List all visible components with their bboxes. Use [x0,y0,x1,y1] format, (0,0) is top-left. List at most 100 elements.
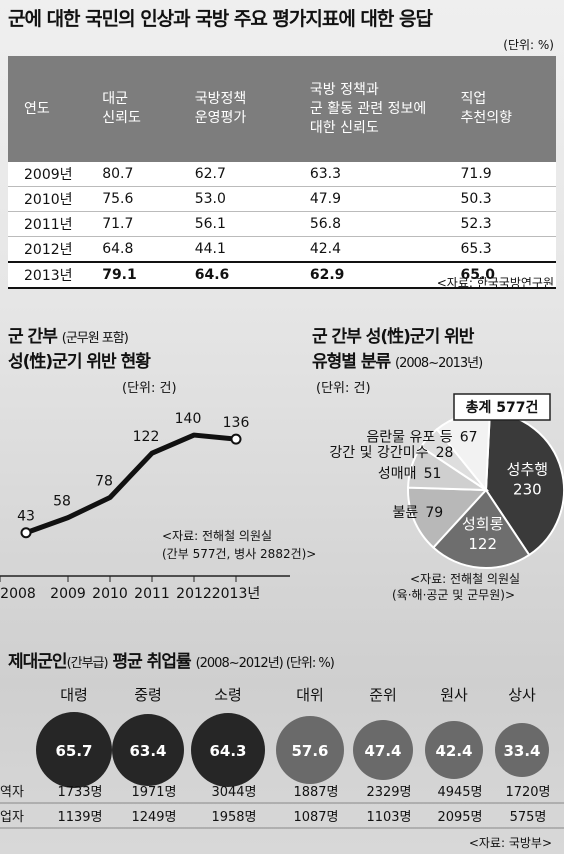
pie-total-label: 총계 577건 [466,399,539,416]
table-cell: 79.1 [92,261,185,289]
pie-title-1: 군 간부 성(性)군기 위반 [312,327,474,347]
row2-value: 1139명 [57,810,102,825]
table-row: 2010년 75.6 53.0 47.9 50.3 [8,186,556,212]
line-value-label: 136 [223,415,250,431]
line-point [230,433,242,445]
pie-slice-value: 51 [424,466,442,482]
pie-title-2: 유형별 분류 (2008~2013년) [312,352,483,372]
table-header-0: 연도 [8,56,93,162]
table-source: <자료: 한국국방연구원 [436,276,554,290]
row1-value: 1887명 [293,785,338,800]
pie-slice-name: 성매매 [378,466,417,482]
employment-chart: 대령 65.7 1733명 1139명 중령 63.4 1971명 1249명 소령 64.3 30… [0,686,564,829]
row2-value: 1103명 [366,810,411,825]
pie-unit: (단위: 건) [316,381,371,396]
table-header-4: 직업 추천의향 [450,56,556,162]
table-cell: 2009년 [8,162,93,187]
line-value-label: 140 [175,411,202,427]
row2-value: 1087명 [293,810,338,825]
table-cell: 2013년 [8,261,93,289]
row2-value: 575명 [510,810,547,825]
pie-slice-value: 67 [460,430,478,446]
row1-value: 3044명 [211,785,256,800]
row1-value: 4945명 [437,785,482,800]
pie-slice [407,486,489,549]
pie-slice-name: 음란물 유포 등 [366,430,452,446]
pie-slice-value: 28 [436,445,454,461]
rank-label: 대령 [60,686,88,704]
employment-bubble [191,713,265,787]
employment-rate: 64.3 [209,742,246,760]
pie-slice-name: 강간 및 강간미수 [329,445,428,461]
table-header-3: 국방 정책과 군 활동 관련 정보에 대한 신뢰도 [299,56,451,162]
pie-slice-name: 성추행 [507,461,548,479]
table-cell: 2012년 [8,236,93,263]
x-tick-label: 2008 [0,586,36,602]
table-cell: 50.3 [450,186,556,212]
row1-value: 1720명 [505,785,550,800]
table-cell: 71.7 [92,211,185,237]
pie-slice-name: 성희롱 [462,515,504,533]
employment-bubble [425,721,483,779]
line-chart: 43 58 78 122 140 136 2008 2009 2010 2011 2012 2013년 [0,411,290,602]
rank-label: 원사 [440,686,468,704]
pie-slice [431,488,531,569]
rank-label: 소령 [214,686,242,704]
x-tick-label: 2011 [134,586,170,602]
table-cell: 63.3 [299,162,451,187]
table-cell: 62.9 [299,261,451,289]
pie-chart: 성추행 230 성희롱 122 79 불륜 51 성매매 28 강간 및 강간미수 67 음란물 유포… [329,393,564,569]
table-cell: 53.0 [184,186,300,212]
indicator-table: 연도 대군 신뢰도 국방정책 운영평가 국방 정책과 군 활동 관련 정보에 대한 신뢰도 직업… [8,56,556,289]
table-header-2: 국방정책 운영평가 [184,56,300,162]
line-series [25,432,237,536]
pie-slice-name: 불륜 [392,505,418,521]
table-cell: 2010년 [8,186,93,212]
line-source-1: <자료: 전해철 의원실 [162,529,273,543]
table-cell: 65.3 [450,236,556,263]
table-header-row: 연도 대군 신뢰도 국방정책 운영평가 국방 정책과 군 활동 관련 정보에 대한 신뢰도 직업… [8,56,556,162]
employment-title: 제대군인(간부급) 평균 취업률 (2008~2012년) (단위: %) [8,652,335,672]
line-source-2: (간부 577건, 병사 2882건)> [162,547,317,561]
row1-value: 1733명 [57,785,102,800]
table-row: 2012년 64.8 44.1 42.4 65.3 [8,236,556,263]
line-value-label: 122 [133,429,160,445]
table-header-1: 대군 신뢰도 [92,56,185,162]
line-point [20,527,32,539]
table-cell: 2011년 [8,211,93,237]
row2-label: 업자 [0,810,24,825]
row1-value: 1971명 [131,785,176,800]
rank-label: 준위 [369,686,397,704]
pie-slice-value: 122 [468,535,497,553]
table-cell: 47.9 [299,186,451,212]
employment-source: <자료: 국방부> [468,836,552,850]
line-unit: (단위: 건) [122,381,177,396]
line-value-label: 58 [53,494,71,510]
pie-slice-value: 79 [425,505,443,521]
row2-value: 2095명 [437,810,482,825]
employment-bubble [353,720,413,780]
x-tick-label: 2010 [92,586,128,602]
employment-rate: 42.4 [435,742,472,760]
pie-source-1: <자료: 전해철 의원실 [410,572,521,586]
row2-value: 1249명 [131,810,176,825]
table-cell: 62.7 [184,162,300,187]
employment-bubble [36,712,112,788]
employment-rate: 63.4 [129,742,166,760]
table-cell: 71.9 [450,162,556,187]
table-cell: 44.1 [184,236,300,263]
table-row: 2011년 71.7 56.1 56.8 52.3 [8,211,556,237]
table-cell: 65.0 [450,261,556,289]
table-row: 2013년 79.1 64.6 62.9 65.0 [8,261,556,289]
rank-label: 상사 [508,686,536,704]
row1-value: 2329명 [366,785,411,800]
line-title-2: 성(性)군기 위반 현황 [8,352,151,372]
table-cell: 56.1 [184,211,300,237]
employment-rate: 33.4 [503,742,540,760]
line-title-1: 군 간부 (군무원 포함) [8,327,129,347]
employment-rate: 57.6 [291,742,328,760]
rank-label: 중령 [134,686,162,704]
employment-bubble [495,723,549,777]
employment-rate: 65.7 [55,742,92,760]
x-tick-label: 2009 [50,586,86,602]
